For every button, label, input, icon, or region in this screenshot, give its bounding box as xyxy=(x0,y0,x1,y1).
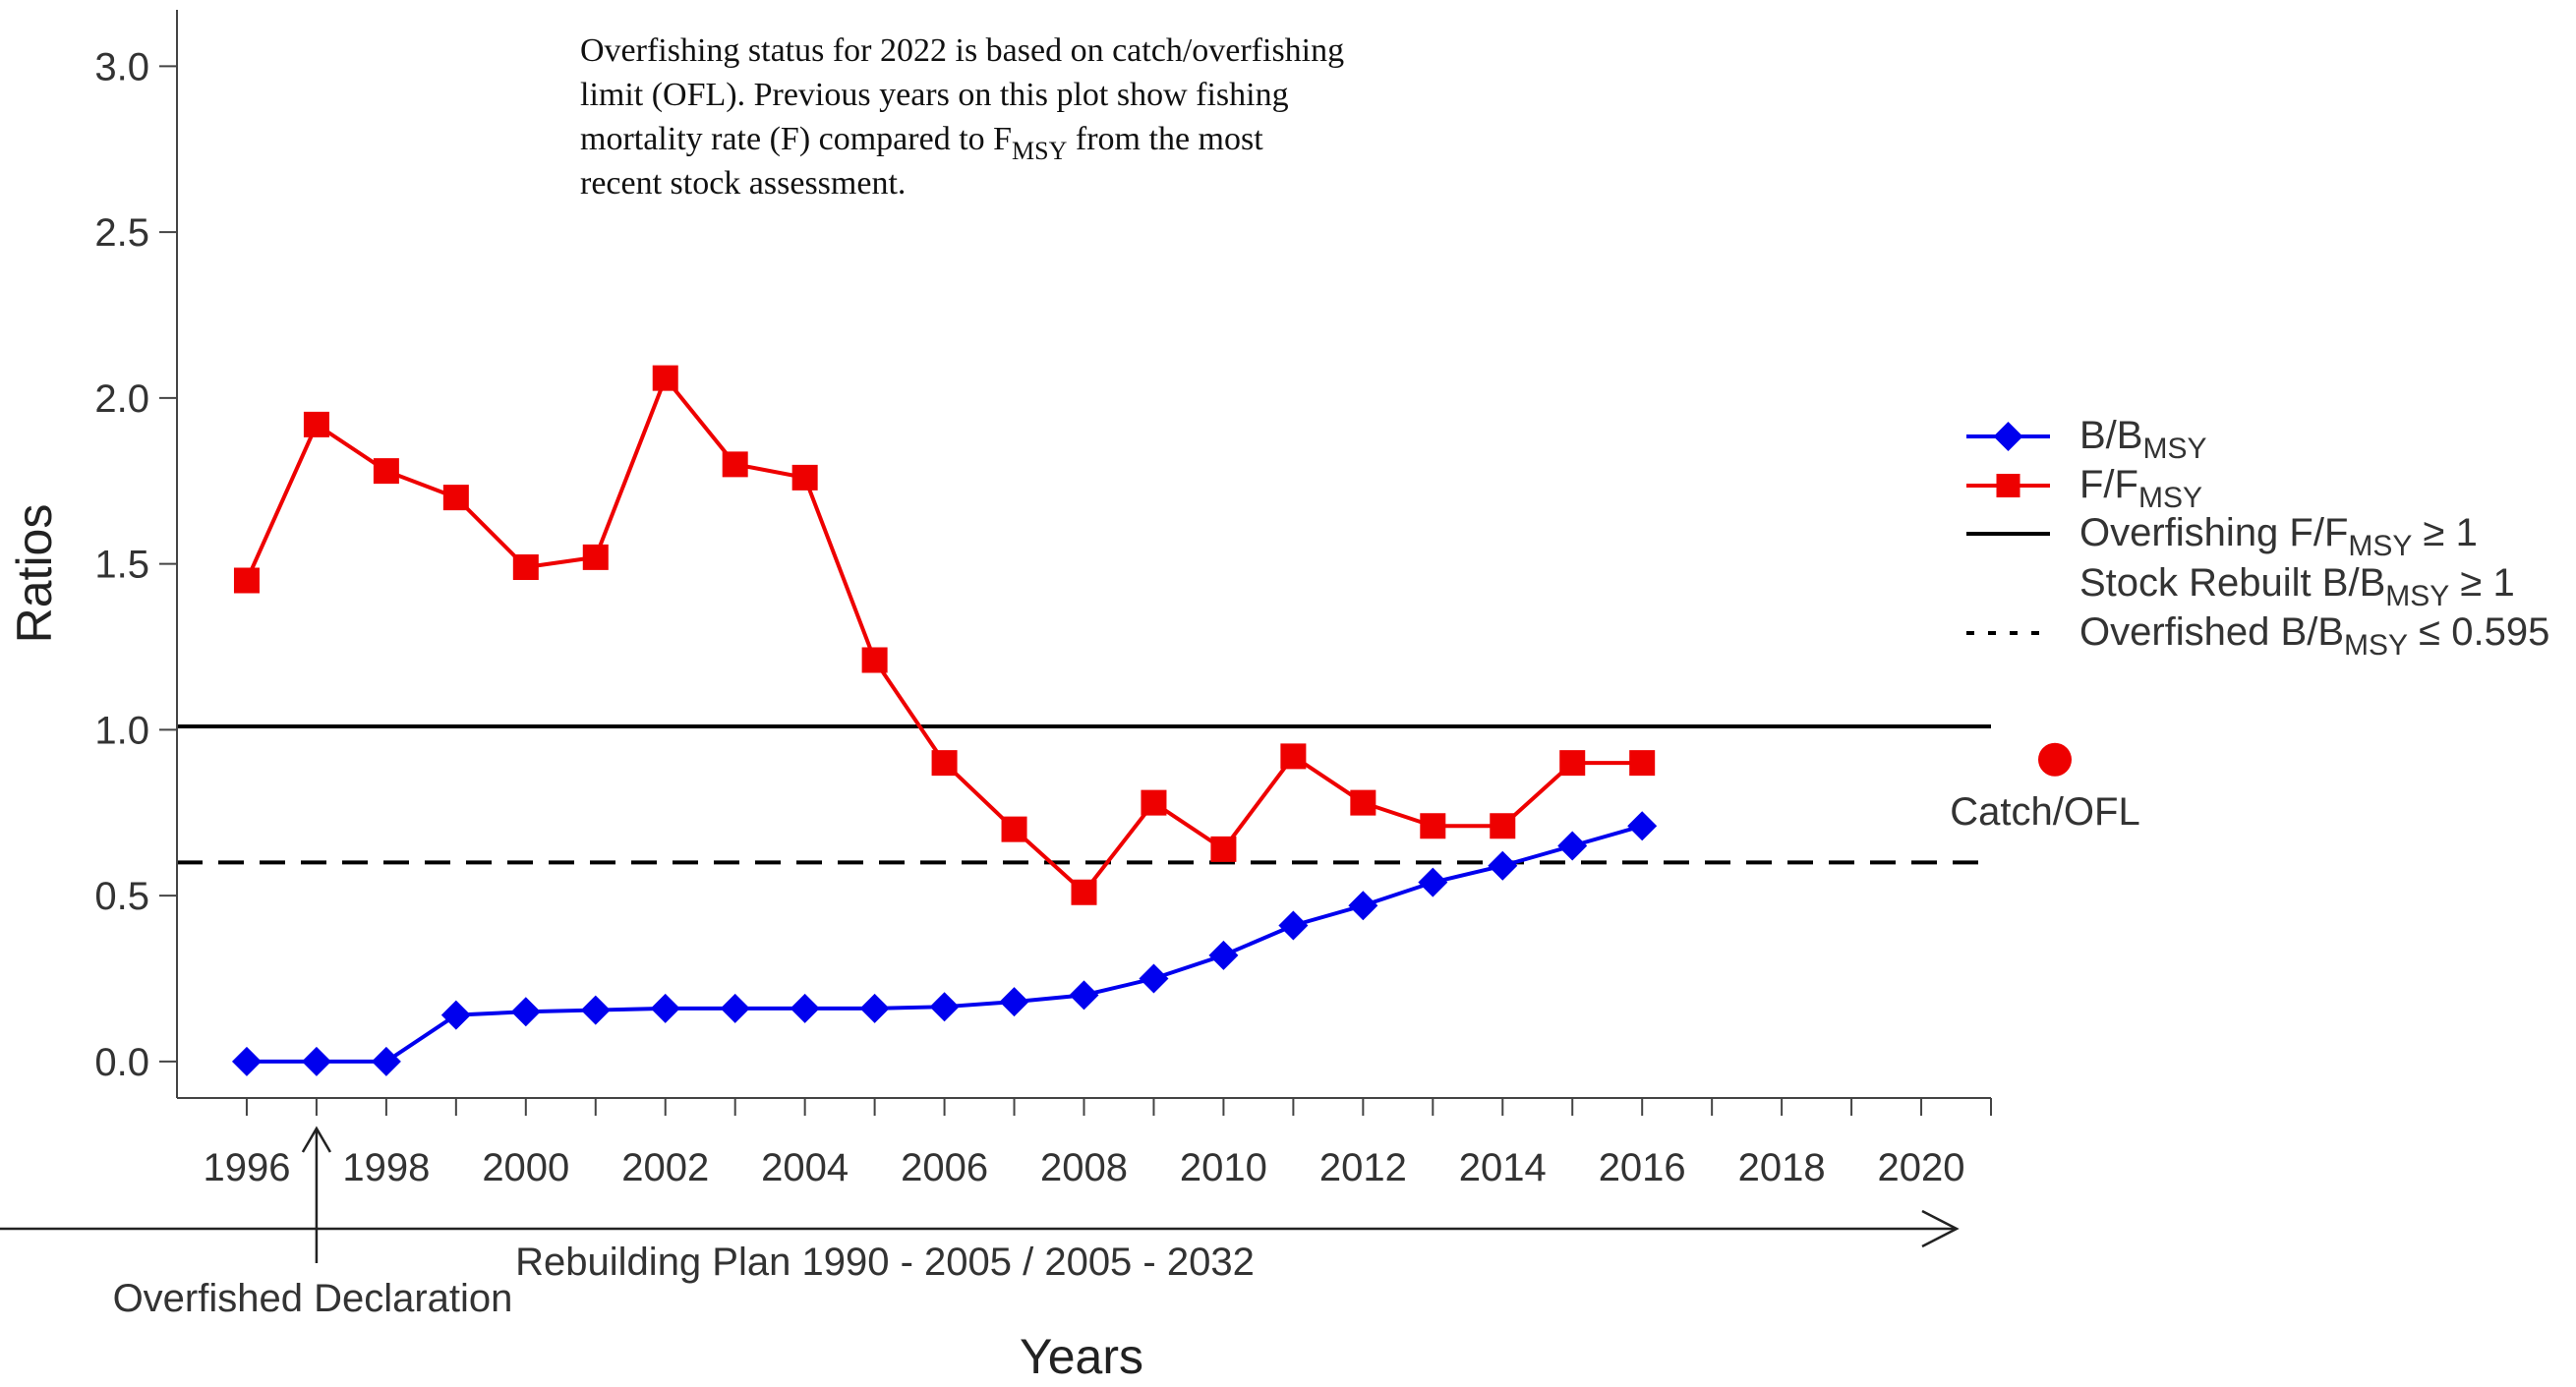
b-bmsy-point xyxy=(301,1046,331,1076)
f-fmsy-point xyxy=(861,647,888,673)
b-bmsy-point xyxy=(929,992,960,1022)
x-tick-label: 2010 xyxy=(1180,1146,1267,1189)
b-bmsy-point xyxy=(1557,831,1588,861)
f-fmsy-point xyxy=(442,485,469,511)
x-tick-label: 2006 xyxy=(901,1146,988,1189)
b-bmsy-point xyxy=(790,993,820,1023)
overfished-declaration-arrowhead xyxy=(301,1126,332,1153)
y-tick-label: 0.5 xyxy=(94,875,149,918)
note-line: recent stock assessment. xyxy=(580,165,906,202)
x-axis-title: Years xyxy=(1020,1329,1143,1384)
x-tick-label: 2000 xyxy=(482,1146,569,1189)
axes: 0.0 0.5 1.0 1.5 2.0 2.5 3.0 1996 1998 2000 2002 200… xyxy=(0,10,1992,1263)
f-fmsy-point xyxy=(722,451,748,478)
b-bmsy-point xyxy=(510,997,541,1027)
b-bmsy-point xyxy=(1348,891,1378,921)
legend-entry-label: Stock Rebuilt B/BMSY ≥ 1 xyxy=(2079,561,2515,612)
x-tick-label: 2020 xyxy=(1878,1146,1965,1189)
y-tick-label: 3.0 xyxy=(94,45,149,88)
x-tick-label: 2004 xyxy=(761,1146,849,1189)
y-tick-label: 2.0 xyxy=(94,377,149,421)
y-tick-label: 2.5 xyxy=(94,211,149,255)
b-bmsy-point xyxy=(1278,910,1309,941)
legend-entry-label: F/FMSY xyxy=(2079,463,2202,514)
f-fmsy-point xyxy=(373,458,399,485)
x-tick-label: 2016 xyxy=(1599,1146,1686,1189)
b-bmsy-point xyxy=(580,995,611,1025)
b-bmsy-point xyxy=(1139,963,1169,994)
y-tick-label: 1.0 xyxy=(94,709,149,752)
f-fmsy-point xyxy=(652,365,678,391)
x-tick-label: 2002 xyxy=(621,1146,709,1189)
x-tick-label: 1998 xyxy=(342,1146,430,1189)
f-fmsy-point xyxy=(1280,743,1307,770)
f-fmsy-point xyxy=(931,750,958,777)
y-tick-label: 1.5 xyxy=(94,544,149,587)
legend-entry-label: Overfished B/BMSY ≤ 0.595 xyxy=(2079,610,2549,662)
b-bmsy-point xyxy=(650,993,680,1023)
f-fmsy-point xyxy=(582,544,609,570)
note-text: Overfishing status for 2022 is based on … xyxy=(580,32,1344,202)
x-tick-label: 2018 xyxy=(1738,1146,1826,1189)
legend-b-bmsy-marker xyxy=(1993,422,2023,451)
x-tick-label: 2012 xyxy=(1319,1146,1407,1189)
catch-ofl-label: Catch/OFL xyxy=(1950,790,2139,834)
f-fmsy-point xyxy=(303,411,329,437)
note-line: Overfishing status for 2022 is based on … xyxy=(580,32,1344,69)
b-bmsy-point xyxy=(1069,980,1099,1011)
f-fmsy-point xyxy=(1001,816,1027,842)
b-bmsy-point xyxy=(440,1000,471,1030)
b-bmsy-point xyxy=(999,987,1029,1017)
x-tick-label: 2008 xyxy=(1040,1146,1128,1189)
f-fmsy-point xyxy=(1350,789,1376,816)
f-fmsy-point xyxy=(233,567,260,594)
x-tick-label: 2014 xyxy=(1459,1146,1547,1189)
b-bmsy-point xyxy=(1418,867,1448,897)
catch-ofl-point xyxy=(2038,742,2072,777)
f-fmsy-point xyxy=(791,464,818,491)
rebuilding-plan-label: Rebuilding Plan 1990 - 2005 / 2005 - 203… xyxy=(515,1241,1255,1284)
legend-f-fmsy-marker xyxy=(1996,474,2020,497)
f-fmsy-point xyxy=(1629,750,1656,777)
f-fmsy-point xyxy=(1420,813,1446,839)
reference-lines xyxy=(177,724,1991,865)
f-fmsy-point xyxy=(1210,836,1237,862)
b-bmsy-point xyxy=(859,993,890,1023)
series-layer xyxy=(231,365,2072,1076)
overfished-declaration-label: Overfished Declaration xyxy=(113,1277,513,1320)
b-bmsy-point xyxy=(371,1046,401,1076)
note-line: mortality rate (F) compared to FMSY from… xyxy=(580,121,1263,165)
x-tick-label: 1996 xyxy=(203,1146,290,1189)
b-bmsy-point xyxy=(1627,811,1658,841)
b-bmsy-point xyxy=(231,1046,262,1076)
f-fmsy-point xyxy=(1071,879,1097,905)
b-bmsy-point xyxy=(1208,940,1239,970)
rebuilding-plan-arrowhead xyxy=(1921,1209,1960,1248)
b-bmsy-point xyxy=(1488,850,1518,881)
y-axis-title: Ratios xyxy=(7,504,62,644)
f-fmsy-point xyxy=(1559,750,1586,777)
f-fmsy-point xyxy=(1490,813,1516,839)
b-bmsy-point xyxy=(720,993,750,1023)
legend-entry-label: Overfishing F/FMSY ≥ 1 xyxy=(2079,511,2478,562)
f-fmsy-point xyxy=(512,554,539,580)
note-line: limit (OFL). Previous years on this plot… xyxy=(580,77,1289,113)
legend-entry-label: B/BMSY xyxy=(2079,414,2207,465)
y-tick-label: 0.0 xyxy=(94,1041,149,1084)
f-fmsy-point xyxy=(1141,789,1167,816)
